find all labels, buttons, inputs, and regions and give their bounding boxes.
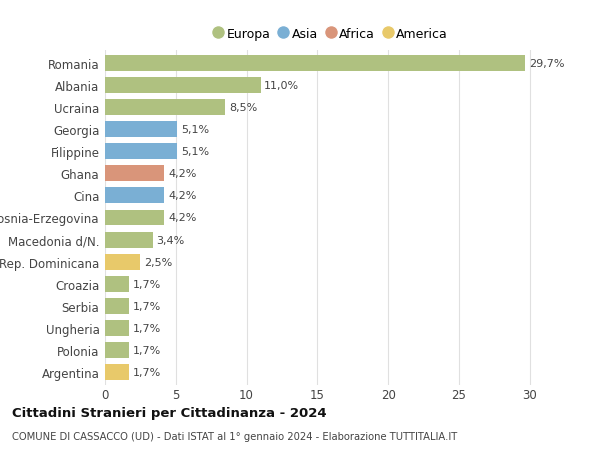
Text: 2,5%: 2,5% — [144, 257, 172, 267]
Bar — [105, 100, 226, 116]
Text: 1,7%: 1,7% — [133, 345, 161, 355]
Bar — [105, 232, 153, 248]
Text: Cittadini Stranieri per Cittadinanza - 2024: Cittadini Stranieri per Cittadinanza - 2… — [12, 406, 326, 419]
Bar — [105, 364, 129, 380]
Bar — [105, 210, 164, 226]
Text: 8,5%: 8,5% — [229, 103, 257, 113]
Text: 11,0%: 11,0% — [264, 81, 299, 91]
Text: 3,4%: 3,4% — [157, 235, 185, 245]
Text: 4,2%: 4,2% — [168, 191, 196, 201]
Legend: Europa, Asia, Africa, America: Europa, Asia, Africa, America — [215, 28, 448, 41]
Bar — [105, 342, 129, 358]
Text: 4,2%: 4,2% — [168, 213, 196, 223]
Text: 4,2%: 4,2% — [168, 169, 196, 179]
Text: 5,1%: 5,1% — [181, 147, 209, 157]
Text: 1,7%: 1,7% — [133, 301, 161, 311]
Text: 1,7%: 1,7% — [133, 367, 161, 377]
Text: 1,7%: 1,7% — [133, 323, 161, 333]
Text: COMUNE DI CASSACCO (UD) - Dati ISTAT al 1° gennaio 2024 - Elaborazione TUTTITALI: COMUNE DI CASSACCO (UD) - Dati ISTAT al … — [12, 431, 457, 442]
Bar — [105, 56, 526, 72]
Bar — [105, 78, 261, 94]
Bar — [105, 298, 129, 314]
Bar — [105, 166, 164, 182]
Text: 1,7%: 1,7% — [133, 279, 161, 289]
Bar — [105, 188, 164, 204]
Bar — [105, 276, 129, 292]
Bar — [105, 122, 177, 138]
Text: 5,1%: 5,1% — [181, 125, 209, 135]
Bar — [105, 254, 140, 270]
Bar — [105, 320, 129, 336]
Bar — [105, 144, 177, 160]
Text: 29,7%: 29,7% — [529, 59, 565, 69]
